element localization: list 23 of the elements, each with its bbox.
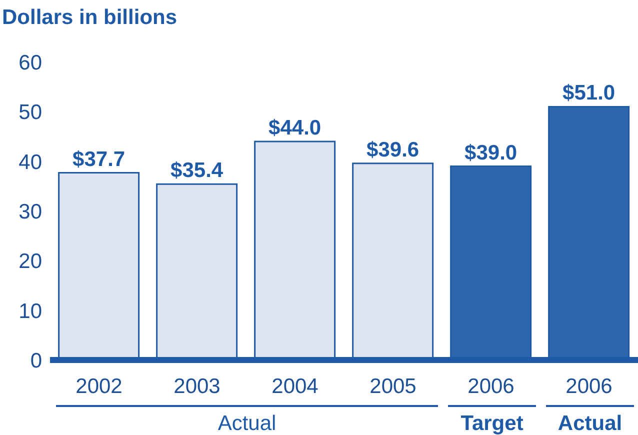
data-label: $39.0 bbox=[464, 141, 518, 164]
text: Actual bbox=[218, 412, 276, 435]
data-label: $35.4 bbox=[170, 159, 224, 182]
y-tick-label: 10 bbox=[18, 300, 42, 323]
x-tick-label: 2006 bbox=[468, 374, 514, 398]
y-tick-label: 0 bbox=[30, 349, 42, 372]
data-label: $44.0 bbox=[268, 116, 322, 140]
data-label: $51.0 bbox=[562, 82, 616, 105]
y-tick-label: 20 bbox=[18, 250, 42, 274]
data-label: $37.7 bbox=[72, 148, 126, 171]
x-tick-label: 2002 bbox=[76, 374, 122, 398]
x-tick-label: 2004 bbox=[272, 374, 319, 398]
y-axis-title: Dollars in billions bbox=[2, 6, 178, 30]
y-tick-label: 50 bbox=[18, 101, 42, 124]
x-tick-label: 2005 bbox=[370, 374, 416, 398]
y-tick-label: 30 bbox=[18, 200, 42, 224]
text: Target bbox=[460, 412, 524, 435]
text: Actual bbox=[558, 412, 622, 435]
x-tick-label: 2003 bbox=[174, 374, 220, 398]
y-tick-label: 60 bbox=[18, 51, 42, 74]
data-label: $39.6 bbox=[366, 138, 420, 162]
y-tick-label: 40 bbox=[18, 150, 42, 174]
x-tick-label: 2006 bbox=[566, 374, 612, 398]
